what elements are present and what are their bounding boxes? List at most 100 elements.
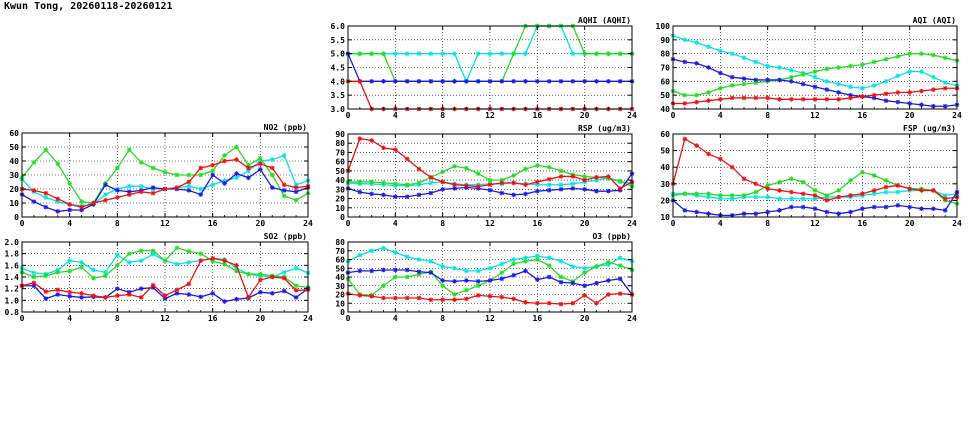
- data-point-s4: [582, 293, 587, 298]
- x-tick-label: 12: [160, 314, 170, 323]
- data-point-s3: [369, 191, 374, 197]
- x-tick-label: 16: [208, 219, 218, 228]
- data-point-s4: [174, 185, 180, 190]
- y-tick-label: 100: [656, 22, 671, 31]
- data-point-s2: [452, 163, 457, 169]
- data-point-s1: [43, 195, 49, 200]
- data-point-s1: [293, 265, 299, 271]
- data-point-s3: [416, 192, 422, 198]
- data-point-s4: [895, 90, 901, 95]
- data-point-s4: [919, 88, 924, 94]
- data-point-s3: [440, 278, 445, 283]
- y-tick-label: 4.5: [331, 64, 346, 73]
- data-point-s4: [281, 182, 287, 188]
- data-point-s2: [741, 81, 747, 87]
- data-point-s4: [210, 256, 215, 261]
- data-point-s3: [682, 208, 688, 213]
- data-point-s2: [31, 160, 37, 165]
- y-tick-label: 50: [9, 143, 19, 152]
- data-point-s4: [558, 301, 564, 307]
- data-point-s3: [895, 99, 901, 105]
- data-point-s2: [293, 197, 299, 203]
- data-point-s3: [800, 81, 806, 87]
- data-point-s2: [393, 181, 398, 187]
- data-point-s3: [836, 90, 841, 95]
- data-point-s3: [871, 204, 877, 210]
- data-point-s3: [258, 289, 263, 295]
- data-point-s3: [281, 288, 287, 294]
- data-point-s4: [67, 202, 72, 207]
- chart-title: NO2 (ppb): [264, 123, 307, 132]
- data-point-s2: [416, 180, 422, 186]
- data-point-s3: [293, 189, 299, 195]
- data-point-s2: [558, 168, 564, 174]
- data-point-s3: [67, 293, 72, 299]
- data-point-s4: [55, 287, 61, 293]
- data-point-s2: [594, 51, 599, 56]
- data-point-s1: [281, 270, 287, 275]
- data-point-s4: [753, 181, 759, 187]
- data-point-s2: [800, 179, 806, 185]
- data-point-s4: [393, 147, 398, 152]
- data-point-s4: [31, 280, 37, 286]
- y-tick-label: 4.0: [331, 77, 346, 86]
- data-point-s1: [777, 196, 782, 202]
- data-point-s3: [789, 79, 794, 84]
- data-point-s4: [79, 204, 84, 210]
- x-tick-label: 24: [627, 219, 637, 228]
- data-point-s2: [617, 263, 623, 268]
- data-point-s3: [357, 189, 363, 195]
- data-point-s4: [694, 99, 699, 105]
- data-point-s3: [511, 192, 516, 198]
- data-point-s1: [138, 183, 144, 189]
- x-tick-label: 16: [858, 219, 868, 228]
- chart-title: O3 (ppb): [592, 232, 631, 241]
- data-point-s3: [883, 204, 889, 210]
- data-point-s4: [222, 258, 227, 263]
- data-point-s3: [895, 203, 901, 208]
- data-point-s2: [729, 83, 735, 88]
- x-tick-label: 16: [208, 314, 218, 323]
- data-point-s4: [416, 295, 422, 301]
- data-point-s4: [428, 297, 434, 303]
- y-tick-label: 0: [340, 213, 345, 222]
- data-point-s2: [222, 153, 227, 158]
- data-point-s3: [606, 79, 611, 84]
- data-point-s4: [67, 289, 72, 295]
- data-point-s1: [103, 192, 108, 197]
- data-point-s3: [357, 268, 363, 274]
- data-point-s4: [606, 292, 611, 297]
- data-point-s1: [558, 182, 564, 188]
- data-point-s3: [186, 188, 192, 193]
- data-point-s1: [428, 180, 434, 186]
- data-point-s3: [393, 267, 398, 273]
- x-tick-label: 16: [858, 111, 868, 120]
- data-point-s2: [617, 51, 623, 56]
- y-tick-label: 60: [335, 158, 345, 167]
- data-point-s4: [535, 179, 540, 185]
- data-point-s1: [777, 65, 782, 70]
- data-point-s1: [729, 51, 735, 56]
- y-tick-label: 90: [335, 130, 345, 139]
- data-point-s3: [582, 187, 587, 192]
- data-point-s4: [162, 293, 168, 298]
- data-point-s2: [381, 51, 386, 56]
- data-point-s1: [198, 186, 204, 192]
- data-point-s3: [741, 211, 747, 216]
- data-point-s2: [269, 172, 275, 178]
- data-point-s3: [535, 188, 540, 194]
- y-tick-label: 30: [660, 180, 670, 189]
- data-point-s3: [582, 79, 587, 84]
- data-point-s4: [499, 294, 505, 300]
- data-point-s4: [452, 182, 457, 188]
- data-point-s1: [475, 268, 481, 274]
- data-point-s3: [499, 190, 505, 196]
- data-point-s4: [357, 293, 363, 298]
- data-point-s2: [210, 168, 215, 174]
- data-point-s1: [91, 267, 96, 273]
- data-point-s3: [546, 79, 552, 84]
- y-tick-label: 40: [335, 176, 345, 185]
- chart-title: SO2 (ppb): [264, 232, 307, 241]
- data-point-s3: [594, 188, 599, 194]
